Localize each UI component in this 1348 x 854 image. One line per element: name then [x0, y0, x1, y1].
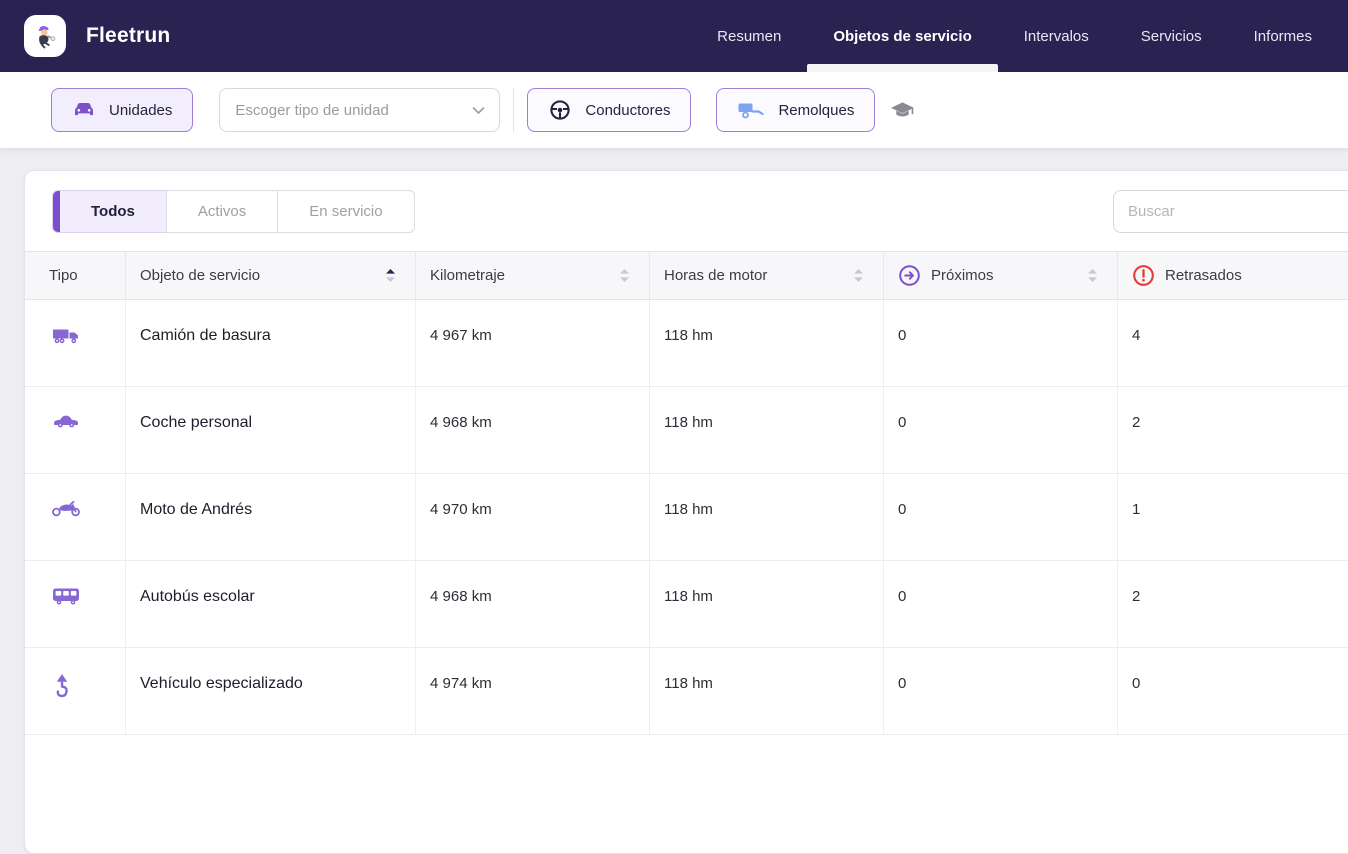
proximos-cell: 0: [883, 561, 1117, 647]
service-object-name: Vehículo especializado: [125, 648, 415, 734]
horas-cell: 118 hm: [649, 648, 883, 734]
sort-icon[interactable]: [1086, 267, 1099, 284]
brand-title: Fleetrun: [86, 24, 171, 47]
nav-servicios[interactable]: Servicios: [1140, 27, 1202, 45]
table-empty-area: [25, 735, 1348, 853]
garbage-truck-icon: [51, 324, 81, 347]
drivers-button[interactable]: Conductores: [527, 88, 692, 132]
vehicle-type-cell: [25, 648, 125, 734]
table-row[interactable]: Camión de basura 4 967 km 118 hm 0 4: [25, 300, 1348, 387]
crane-hook-icon: [51, 672, 73, 700]
card-toolbar: Todos Activos En servicio: [25, 171, 1348, 251]
trailer-icon: [737, 99, 765, 121]
car-icon: [51, 411, 81, 430]
overdue-icon: [1132, 264, 1155, 287]
kilometraje-cell: 4 968 km: [415, 387, 649, 473]
table-row[interactable]: Autobús escolar 4 968 km 118 hm 0 2: [25, 561, 1348, 648]
table-row[interactable]: Coche personal 4 968 km 118 hm 0 2: [25, 387, 1348, 474]
vehicle-type-cell: [25, 561, 125, 647]
service-object-name: Coche personal: [125, 387, 415, 473]
kilometraje-cell: 4 974 km: [415, 648, 649, 734]
chevron-down-icon: [472, 106, 485, 115]
sort-icon[interactable]: [852, 267, 865, 284]
service-objects-card: Todos Activos En servicio Tipo Objeto de…: [24, 170, 1348, 854]
tab-todos[interactable]: Todos: [52, 190, 167, 233]
column-proximos[interactable]: Próximos: [883, 252, 1117, 299]
kilometraje-cell: 4 967 km: [415, 300, 649, 386]
vehicle-type-cell: [25, 387, 125, 473]
column-horas-de-motor[interactable]: Horas de motor: [649, 252, 883, 299]
toolbar: Unidades Escoger tipo de unidad Conducto…: [0, 72, 1348, 148]
retrasados-cell: 2: [1117, 561, 1348, 647]
unit-type-select[interactable]: Escoger tipo de unidad: [219, 88, 501, 132]
retrasados-cell: 2: [1117, 387, 1348, 473]
units-button[interactable]: Unidades: [51, 88, 194, 132]
column-tipo: Tipo: [49, 267, 78, 284]
service-object-name: Moto de Andrés: [125, 474, 415, 560]
sort-icon[interactable]: [618, 267, 631, 284]
retrasados-cell: 1: [1117, 474, 1348, 560]
graduation-cap-icon[interactable]: [889, 98, 916, 122]
service-object-name: Camión de basura: [125, 300, 415, 386]
service-object-name: Autobús escolar: [125, 561, 415, 647]
column-kilometraje[interactable]: Kilometraje: [415, 252, 649, 299]
drivers-button-label: Conductores: [585, 101, 671, 119]
nav-intervalos[interactable]: Intervalos: [1023, 27, 1089, 45]
proximos-cell: 0: [883, 300, 1117, 386]
column-objeto-de-servicio[interactable]: Objeto de servicio: [125, 252, 415, 299]
vehicle-type-cell: [25, 300, 125, 386]
steering-wheel-icon: [548, 98, 572, 122]
horas-cell: 118 hm: [649, 474, 883, 560]
sort-asc-icon[interactable]: [384, 267, 397, 284]
trailers-button-label: Remolques: [778, 101, 855, 119]
proximos-cell: 0: [883, 387, 1117, 473]
upcoming-icon: [898, 264, 921, 287]
kilometraje-cell: 4 968 km: [415, 561, 649, 647]
table-row[interactable]: Moto de Andrés 4 970 km 118 hm 0 1: [25, 474, 1348, 561]
table-row[interactable]: Vehículo especializado 4 974 km 118 hm 0…: [25, 648, 1348, 735]
trailers-button[interactable]: Remolques: [716, 88, 876, 132]
main-nav: Resumen Objetos de servicio Intervalos S…: [691, 0, 1338, 72]
tab-activos[interactable]: Activos: [165, 190, 279, 233]
motorcycle-icon: [51, 498, 81, 518]
nav-resumen[interactable]: Resumen: [717, 27, 782, 45]
tab-en-servicio[interactable]: En servicio: [277, 190, 415, 233]
units-button-label: Unidades: [109, 101, 173, 119]
bus-icon: [51, 585, 81, 606]
retrasados-cell: 0: [1117, 648, 1348, 734]
nav-objetos-de-servicio[interactable]: Objetos de servicio: [807, 0, 999, 72]
filter-tabs: Todos Activos En servicio: [52, 190, 415, 233]
kilometraje-cell: 4 970 km: [415, 474, 649, 560]
toolbar-divider: [513, 88, 515, 132]
horas-cell: 118 hm: [649, 387, 883, 473]
horas-cell: 118 hm: [649, 561, 883, 647]
vehicle-type-cell: [25, 474, 125, 560]
table-header: Tipo Objeto de servicio Kilometraje Hora…: [25, 251, 1348, 300]
horas-cell: 118 hm: [649, 300, 883, 386]
proximos-cell: 0: [883, 474, 1117, 560]
unit-type-select-value: Escoger tipo de unidad: [235, 101, 389, 119]
proximos-cell: 0: [883, 648, 1117, 734]
app-header: Fleetrun Resumen Objetos de servicio Int…: [0, 0, 1348, 72]
search-input[interactable]: [1113, 190, 1348, 233]
column-retrasados[interactable]: Retrasados: [1117, 252, 1348, 299]
nav-informes[interactable]: Informes: [1253, 27, 1312, 45]
fleetrun-logo: [24, 15, 66, 57]
car-front-icon: [72, 98, 96, 122]
mascot-icon: [38, 26, 56, 49]
retrasados-cell: 4: [1117, 300, 1348, 386]
